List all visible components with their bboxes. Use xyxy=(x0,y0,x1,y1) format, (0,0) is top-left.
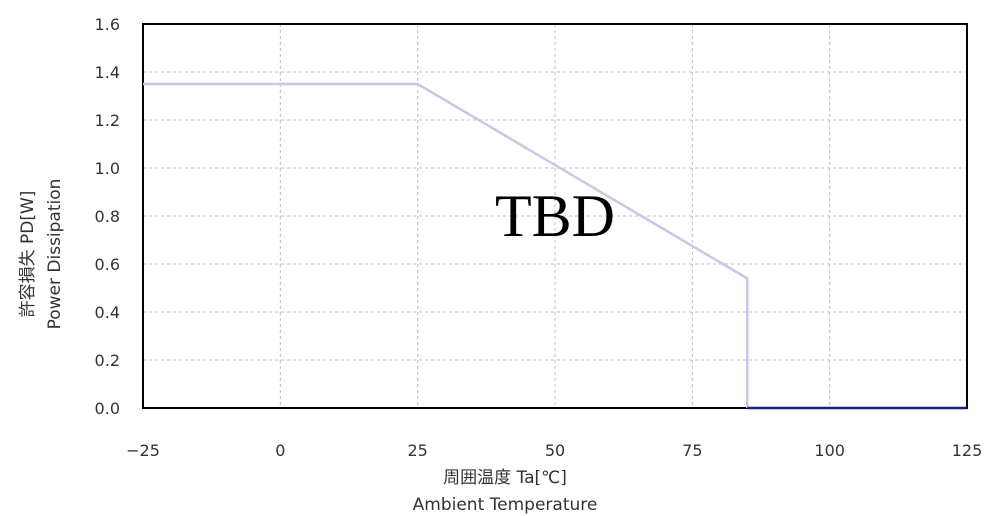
series-layer xyxy=(143,82,967,410)
x-tick-label: 75 xyxy=(682,441,702,460)
x-tick-label: 0 xyxy=(275,441,285,460)
x-axis-label-jp: 周囲温度 Ta[℃] xyxy=(443,468,567,488)
x-tick-label: −25 xyxy=(126,441,160,460)
plot-area-frame xyxy=(142,23,968,409)
y-tick-label: 0.2 xyxy=(95,351,120,370)
x-axis-label-en: Ambient Temperature xyxy=(413,495,598,515)
x-tick-label: 25 xyxy=(407,441,427,460)
y-axis-label-jp: 許容損失 PD[W] xyxy=(18,191,38,318)
y-tick-label: 1.0 xyxy=(95,159,120,178)
series-line-1 xyxy=(143,82,749,408)
y-tick-label: 0.0 xyxy=(95,399,120,418)
x-tick-label: 125 xyxy=(952,441,983,460)
y-tick-label: 0.6 xyxy=(95,255,120,274)
y-tick-labels: 0.0 0.2 0.4 0.6 0.8 1.0 1.2 1.4 1.6 xyxy=(95,15,120,418)
y-tick-label: 1.2 xyxy=(95,111,120,130)
x-tick-label: 100 xyxy=(814,441,845,460)
y-tick-label: 0.4 xyxy=(95,303,120,322)
x-tick-labels: −25 0 25 50 75 100 125 xyxy=(126,441,982,460)
x-tick-label: 50 xyxy=(545,441,565,460)
y-tick-label: 1.4 xyxy=(95,63,120,82)
grid-lines xyxy=(143,24,967,408)
y-axis-label-en: Power Dissipation xyxy=(45,179,65,330)
y-tick-label: 0.8 xyxy=(95,207,120,226)
y-tick-label: 1.6 xyxy=(95,15,120,34)
tbd-overlay-text: TBD xyxy=(495,183,615,249)
